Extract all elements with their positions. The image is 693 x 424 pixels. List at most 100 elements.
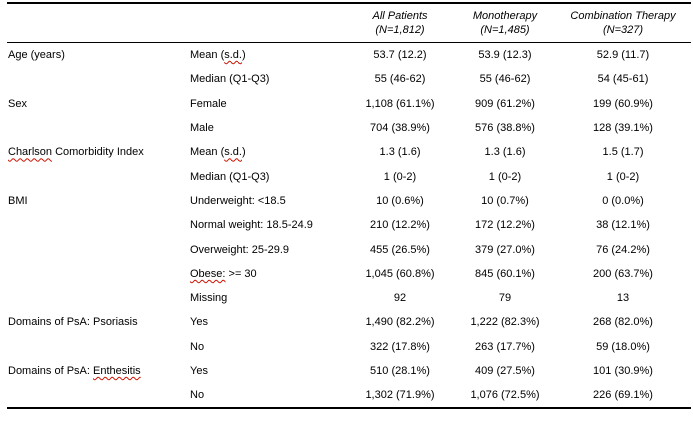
value-cell-all-patients: 322 (17.8%) (370, 340, 430, 353)
value-cell-all-patients: 1,490 (82.2%) (365, 316, 435, 329)
value-cell-all-patients: 1,302 (71.9%) (365, 389, 435, 402)
value-cell-monotherapy: 1 (0-2) (488, 170, 522, 183)
value-cell-monotherapy: 845 (60.1%) (475, 267, 535, 280)
table-row: Domains of PsA: Enthesitis Yes 510 (28.1… (7, 359, 691, 383)
value-cell-combination: 1.5 (1.7) (602, 146, 644, 159)
category-cell (7, 67, 189, 91)
label-cell: Male (190, 122, 214, 135)
label-cell: Overweight: 25-29.9 (190, 243, 290, 256)
value-cell-monotherapy: 379 (27.0%) (475, 243, 535, 256)
value-cell-all-patients: 455 (26.5%) (370, 243, 430, 256)
value-cell-combination: 52.9 (11.7) (596, 49, 650, 62)
table-row: Missing 92 79 13 (7, 286, 691, 310)
label-cell: Missing (190, 292, 228, 305)
label-cell: Yes (190, 316, 208, 329)
value-cell-monotherapy: 55 (46-62) (479, 73, 531, 86)
category-cell (7, 383, 189, 408)
label-cell: Obese: >= 30 (190, 267, 257, 280)
label-cell: Yes (190, 365, 208, 377)
value-cell-combination: 200 (63.7%) (593, 267, 653, 280)
header-label-blank (189, 3, 345, 43)
value-cell-monotherapy: 172 (12.2%) (475, 219, 535, 232)
category-cell: Domains of PsA: Psoriasis (8, 316, 138, 329)
header-combination-therapy: Combination Therapy (N=327) (555, 3, 691, 43)
value-cell-combination: 76 (24.2%) (596, 243, 650, 256)
category-cell (7, 286, 189, 310)
value-cell-all-patients: 704 (38.9%) (370, 122, 430, 135)
value-cell-monotherapy: 1,076 (72.5%) (470, 389, 540, 402)
header-group-n: (N=1,485) (480, 24, 530, 36)
category-cell (7, 164, 189, 188)
table-row: Domains of PsA: Psoriasis Yes 1,490 (82.… (7, 310, 691, 334)
category-cell: Domains of PsA: Enthesitis (8, 365, 141, 377)
value-cell-combination: 0 (0.0%) (602, 194, 644, 207)
value-cell-all-patients: 1.3 (1.6) (379, 146, 421, 159)
table-row: No 1,302 (71.9%) 1,076 (72.5%) 226 (69.1… (7, 383, 691, 408)
category-cell (7, 237, 189, 261)
table-row: Age (years) Mean (s.d.) 53.7 (12.2) 53.9… (7, 43, 691, 68)
value-cell-all-patients: 1,108 (61.1%) (365, 97, 435, 110)
value-cell-all-patients: 1,045 (60.8%) (365, 267, 435, 280)
table-row: Sex Female 1,108 (61.1%) 909 (61.2%) 199… (7, 92, 691, 116)
table-row: Charlson Comorbidity Index Mean (s.d.) 1… (7, 140, 691, 164)
label-cell: No (190, 340, 205, 353)
label-cell: Median (Q1-Q3) (190, 73, 270, 86)
table-row: Normal weight: 18.5-24.9 210 (12.2%) 172… (7, 213, 691, 237)
table-row: Median (Q1-Q3) 55 (46-62) 55 (46-62) 54 … (7, 67, 691, 91)
value-cell-all-patients: 92 (393, 292, 407, 305)
label-cell: No (190, 389, 205, 402)
value-cell-combination: 13 (616, 292, 630, 305)
label-cell: Median (Q1-Q3) (190, 170, 270, 183)
value-cell-all-patients: 510 (28.1%) (370, 365, 430, 377)
label-cell: Mean (s.d.) (190, 146, 246, 159)
header-all-patients: All Patients (N=1,812) (345, 3, 455, 43)
header-category-blank (7, 3, 189, 43)
table-row: BMI Underweight: <18.5 10 (0.6%) 10 (0.7… (7, 189, 691, 213)
value-cell-combination: 268 (82.0%) (593, 316, 653, 329)
header-group-name: Combination Therapy (570, 10, 676, 22)
value-cell-monotherapy: 79 (498, 292, 512, 305)
value-cell-monotherapy: 10 (0.7%) (481, 194, 529, 207)
category-cell: Sex (8, 97, 27, 110)
table-header: All Patients (N=1,812) Monotherapy (N=1,… (7, 3, 691, 43)
value-cell-monotherapy: 1,222 (82.3%) (470, 316, 540, 329)
table-row: Overweight: 25-29.9 455 (26.5%) 379 (27.… (7, 237, 691, 261)
value-cell-combination: 128 (39.1%) (593, 122, 653, 135)
value-cell-combination: 38 (12.1%) (596, 219, 650, 232)
value-cell-monotherapy: 1.3 (1.6) (484, 146, 526, 159)
header-group-n: (N=327) (602, 24, 644, 36)
value-cell-monotherapy: 909 (61.2%) (475, 97, 535, 110)
value-cell-combination: 1 (0-2) (606, 170, 640, 183)
header-group-name: All Patients (372, 10, 428, 22)
label-cell: Mean (s.d.) (190, 49, 246, 62)
header-group-name: Monotherapy (472, 10, 538, 22)
category-cell (7, 213, 189, 237)
category-cell: Charlson Comorbidity Index (8, 146, 144, 159)
value-cell-monotherapy: 263 (17.7%) (475, 340, 535, 353)
label-cell: Female (190, 97, 227, 110)
value-cell-combination: 59 (18.0%) (596, 340, 650, 353)
value-cell-combination: 226 (69.1%) (593, 389, 653, 402)
value-cell-all-patients: 55 (46-62) (374, 73, 426, 86)
baseline-characteristics-table: All Patients (N=1,812) Monotherapy (N=1,… (7, 2, 691, 410)
table-row: No 322 (17.8%) 263 (17.7%) 59 (18.0%) (7, 335, 691, 359)
value-cell-combination: 101 (30.9%) (593, 365, 653, 377)
category-cell (7, 335, 189, 359)
value-cell-all-patients: 1 (0-2) (383, 170, 417, 183)
value-cell-combination: 54 (45-61) (597, 73, 649, 86)
table-row: Obese: >= 30 1,045 (60.8%) 845 (60.1%) 2… (7, 262, 691, 286)
label-cell: Underweight: <18.5 (190, 194, 286, 207)
value-cell-all-patients: 53.7 (12.2) (373, 49, 427, 62)
value-cell-all-patients: 210 (12.2%) (370, 219, 430, 232)
value-cell-monotherapy: 576 (38.8%) (475, 122, 535, 135)
value-cell-monotherapy: 53.9 (12.3) (478, 49, 532, 62)
table-row: Male 704 (38.9%) 576 (38.8%) 128 (39.1%) (7, 116, 691, 140)
value-cell-monotherapy: 409 (27.5%) (475, 365, 535, 377)
header-monotherapy: Monotherapy (N=1,485) (455, 3, 555, 43)
value-cell-all-patients: 10 (0.6%) (376, 194, 424, 207)
value-cell-combination: 199 (60.9%) (593, 97, 653, 110)
table-body: Age (years) Mean (s.d.) 53.7 (12.2) 53.9… (7, 43, 691, 409)
header-row: All Patients (N=1,812) Monotherapy (N=1,… (7, 3, 691, 43)
category-cell: Age (years) (8, 49, 65, 62)
